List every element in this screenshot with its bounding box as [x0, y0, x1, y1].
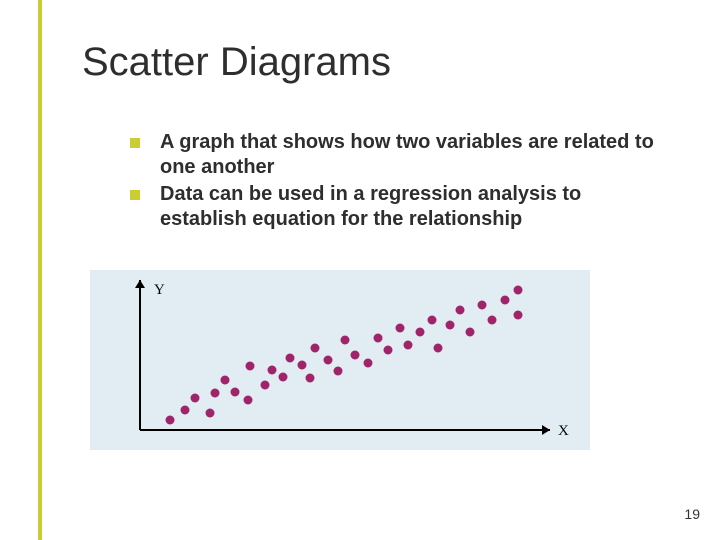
accent-bar [38, 0, 42, 540]
scatter-svg: YX [90, 270, 590, 450]
page-number: 19 [684, 506, 700, 522]
bullet-icon [130, 138, 140, 148]
page-title: Scatter Diagrams [82, 40, 391, 85]
svg-text:X: X [558, 423, 569, 439]
bullet-icon [130, 190, 140, 200]
list-item: A graph that shows how two variables are… [130, 130, 670, 180]
bullet-text: A graph that shows how two variables are… [160, 130, 670, 180]
bullet-list: A graph that shows how two variables are… [130, 130, 670, 234]
scatter-chart: YX [90, 270, 590, 450]
svg-text:Y: Y [154, 282, 165, 298]
bullet-text: Data can be used in a regression analysi… [160, 182, 670, 232]
list-item: Data can be used in a regression analysi… [130, 182, 670, 232]
